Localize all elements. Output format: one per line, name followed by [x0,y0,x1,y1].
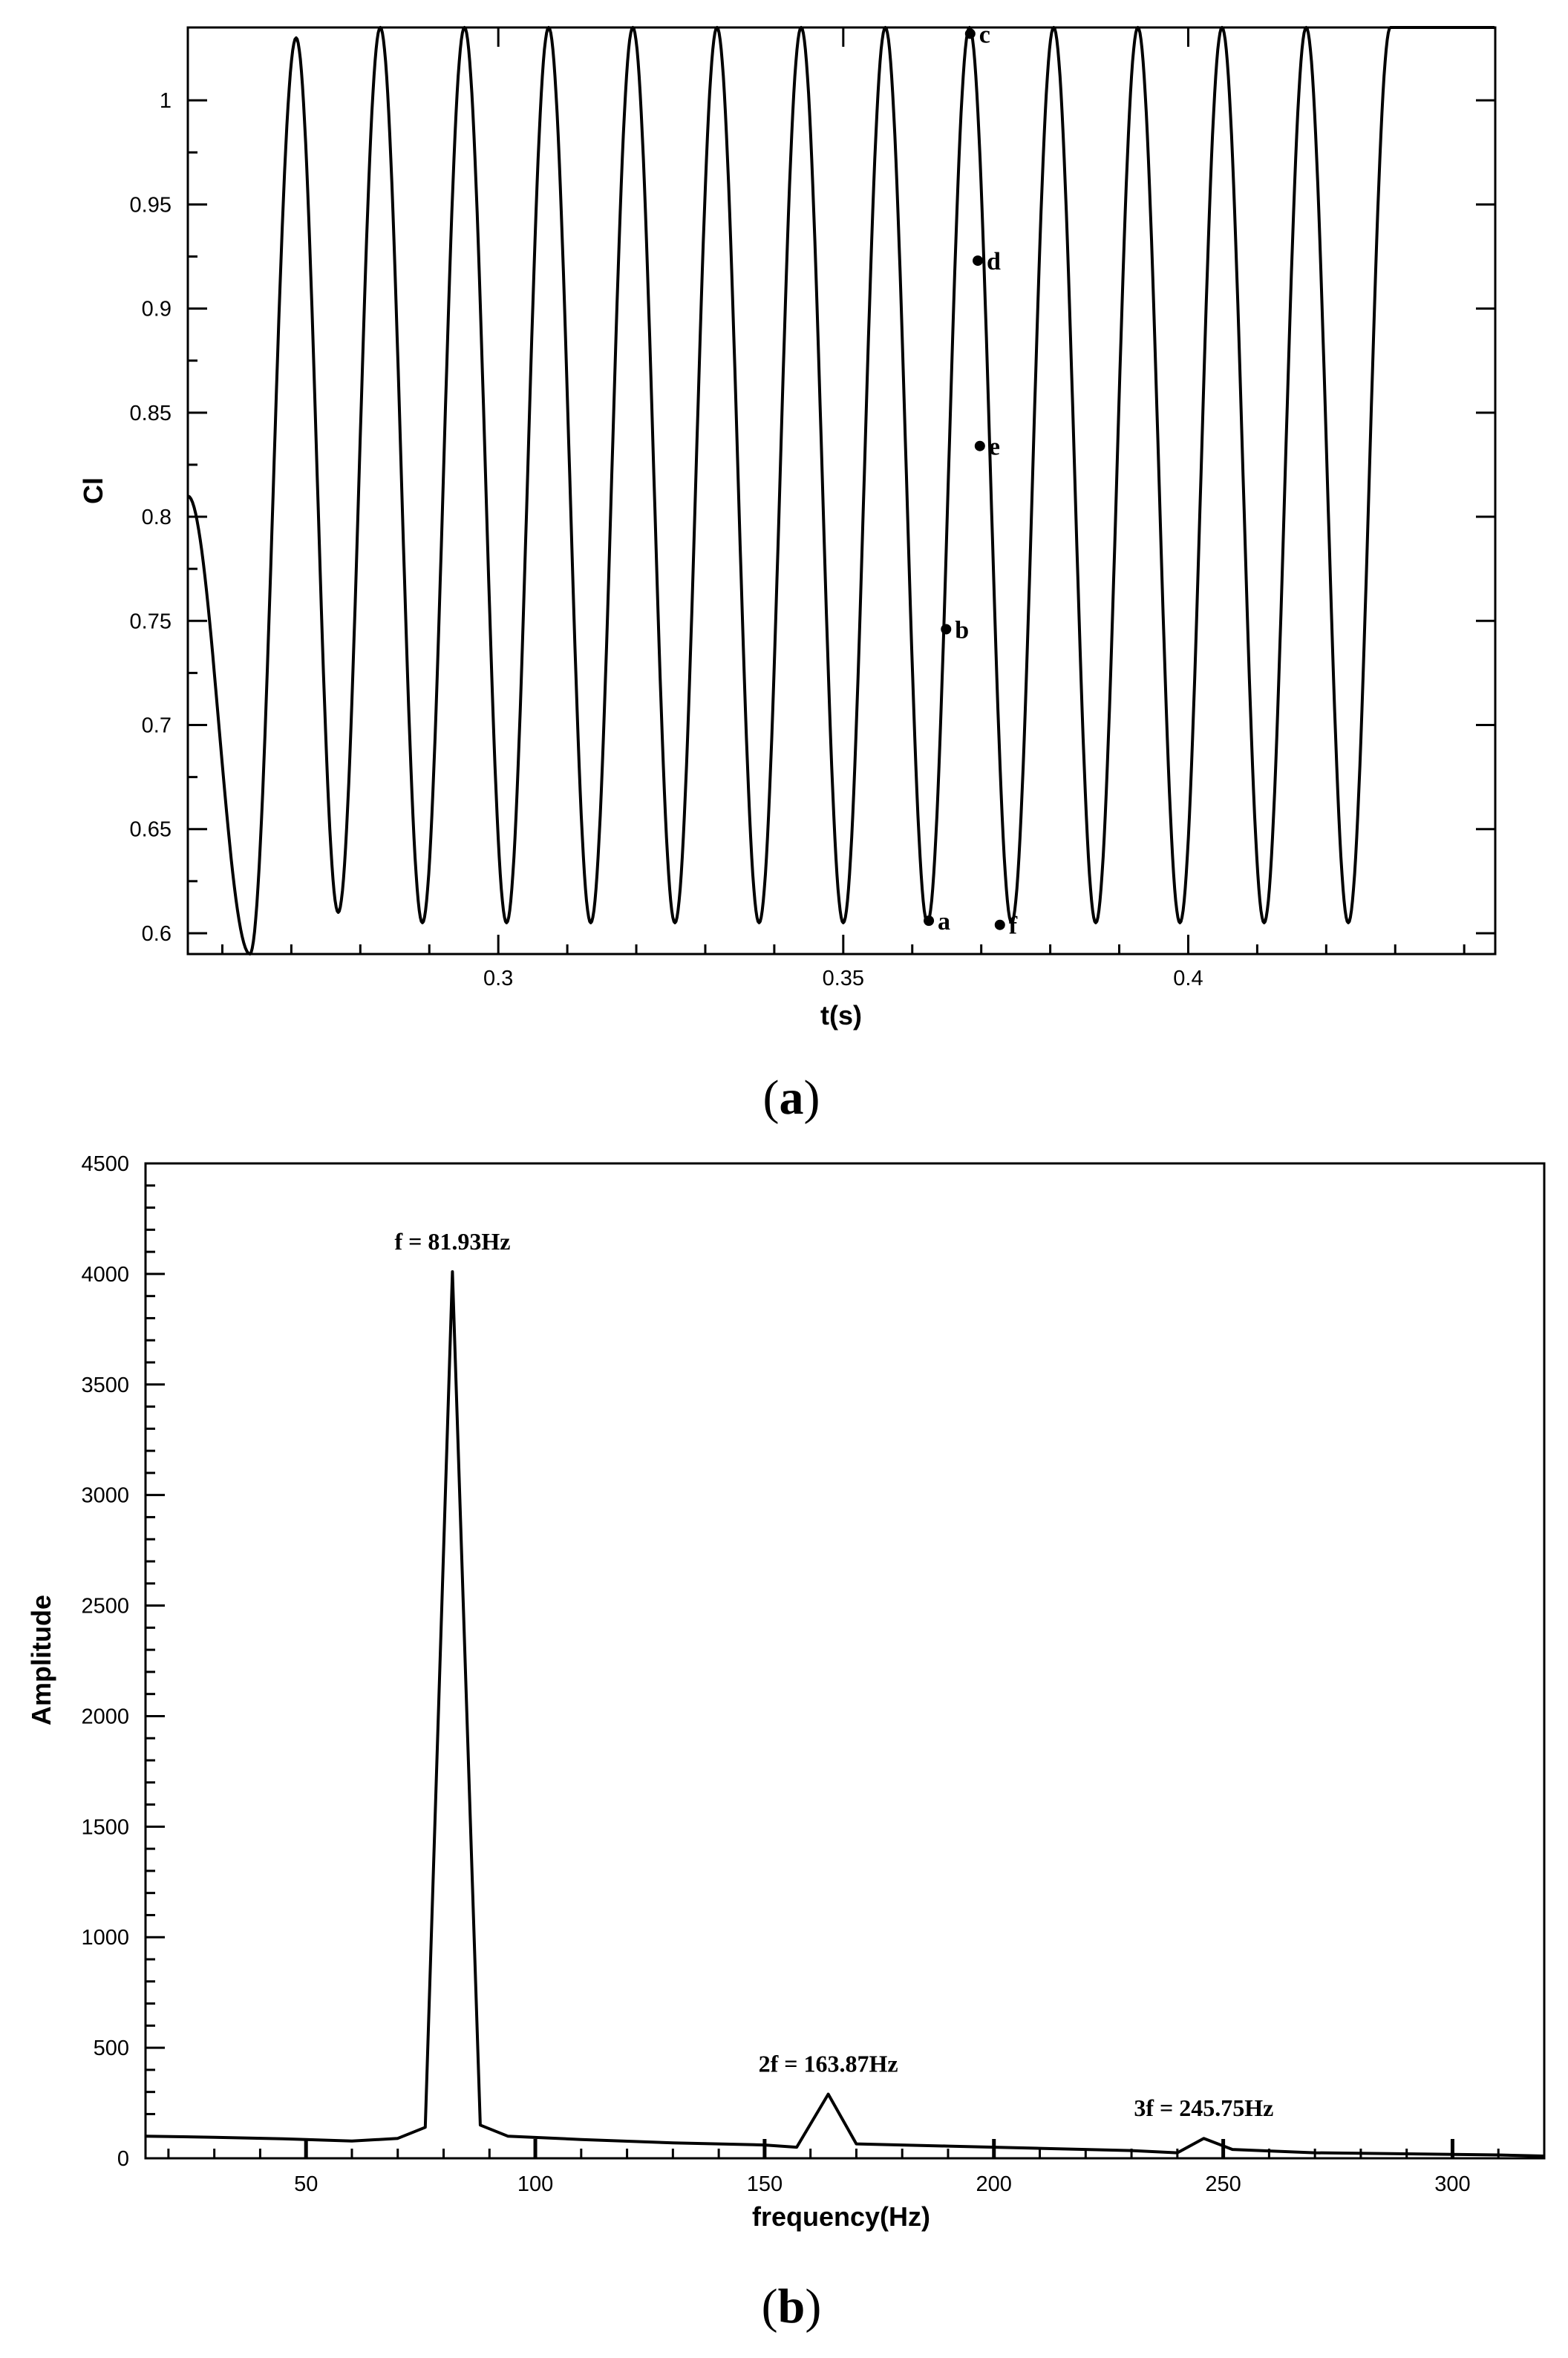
panel-a-x-tick-label: 0.35 [823,967,864,990]
panel-b-caption: (b) [762,2279,822,2333]
panel-a-point-a-marker [924,915,935,927]
panel-a-point-d-label: d [987,248,1001,275]
panel-b-x-tick-label: 100 [517,2172,553,2196]
panel-b-amplitude-series-line [145,1270,1545,2158]
panel-a-caption: (a) [763,1071,820,1125]
panel-b-x-tick-label: 250 [1205,2172,1241,2196]
panel-b-x-axis-title: frequency(Hz) [752,2201,930,2232]
panel-a-y-tick-label: 0.9 [142,298,172,321]
panel-a-y-tick-label: 0.75 [130,610,172,633]
panel-b-peak-annotation-3: 3f = 245.75Hz [1134,2094,1273,2121]
panel-b-y-tick-label: 3500 [81,1374,129,1397]
panel-b-plot-frame [144,1162,1546,2160]
panel-a-y-tick-label: 0.7 [142,714,172,738]
panel-b-tick-labels: 50 100 150 200 250 30005001000150020002500300… [81,1152,1470,2196]
panel-b-y-tick-label: 4000 [81,1263,129,1287]
panel-b-y-tick-label: 1500 [81,1815,129,1839]
panel-a-x-tick-label: 0.4 [1173,967,1203,990]
panel-b-y-tick-label: 3000 [81,1484,129,1508]
panel-a-point-f-marker [994,919,1005,930]
panel-b-peak-annotation-1: f = 81.93Hz [394,1228,510,1255]
panel-a-tick-labels: 0.3 0.35 0.4 0.6 0.65 0.7 0.75 0.8 0.85 0.9 0.95 1 [130,89,1203,990]
panel-a-chart: 0.3 0.35 0.40.60.650.70.750.80.850.90.951 … [78,21,1497,1125]
panel-b-y-tick-label: 500 [94,2037,129,2060]
panel-a-point-f-label: f [1009,912,1018,940]
panel-b-peak-annotations: f = 81.93Hz 2f = 163.87Hz 3f = 245.75Hz [394,1228,1273,2121]
panel-a-y-tick-label: 0.85 [130,402,172,425]
panel-a-caption-letter: a [780,1071,804,1125]
panel-a-point-e-marker [974,440,985,451]
panel-a-cl-series-line [187,26,1495,956]
panel-a-plot-frame [186,26,1497,956]
panel-b-y-axis-title: Amplitude [26,1595,56,1725]
panel-b-x-tick-label: 300 [1434,2172,1470,2196]
panel-b-y-tick-label: 1000 [81,1926,129,1950]
panel-a-x-axis-title: t(s) [820,1000,862,1031]
panel-b-x-tick-label: 200 [976,2172,1012,2196]
panel-b-y-tick-label: 4500 [81,1152,129,1176]
panel-a-point-c-marker [964,28,976,39]
panel-a-ticks [188,27,1495,954]
panel-a-y-tick-label: 1 [160,89,172,113]
panel-a-y-tick-label: 0.6 [142,922,172,946]
panel-a-point-e-label: e [989,434,1000,461]
panel-b-chart: 50 100 150 200 250 30005001000150020002500300… [26,1152,1546,2333]
panel-a-marked-points: a b c d e f [924,21,1018,940]
panel-b-x-tick-label: 150 [747,2172,783,2196]
panel-a-point-d-marker [973,255,984,267]
panel-a-x-tick-label: 0.3 [483,967,513,990]
panel-b-x-tick-label: 50 [294,2172,318,2196]
panel-b-ticks [146,1162,1500,2160]
panel-a-y-tick-label: 0.95 [130,193,172,217]
panel-b-peak-annotation-2: 2f = 163.87Hz [759,2051,898,2077]
panel-a-point-b-label: b [955,616,969,644]
panel-a-point-a-label: a [938,908,950,935]
panel-b-y-tick-label: 2500 [81,1595,129,1619]
panel-b-y-tick-label: 0 [117,2147,129,2171]
panel-a-y-tick-label: 0.8 [142,506,172,529]
panel-a-point-b-marker [941,624,952,635]
panel-b-caption-letter: b [778,2279,806,2333]
panel-a-point-c-label: c [979,21,990,48]
panel-b-y-tick-label: 2000 [81,1705,129,1728]
panel-a-y-axis-title: Cl [78,477,108,504]
panel-a-y-tick-label: 0.65 [130,818,172,842]
